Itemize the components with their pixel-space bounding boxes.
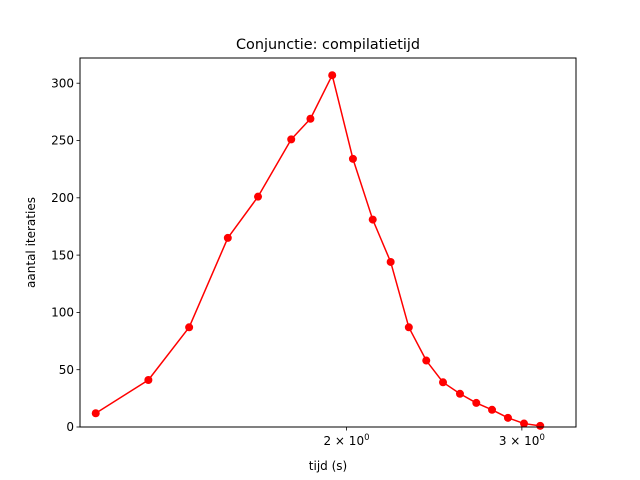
data-point xyxy=(144,376,153,385)
data-point xyxy=(503,413,512,422)
data-point xyxy=(287,135,296,144)
y-tick-label: 200 xyxy=(51,191,74,205)
data-point xyxy=(439,378,448,387)
data-point xyxy=(348,154,357,163)
data-point xyxy=(368,215,377,224)
y-tick-label: 50 xyxy=(59,363,74,377)
data-point xyxy=(455,389,464,398)
data-point xyxy=(422,356,431,365)
data-point xyxy=(472,398,481,407)
data-point xyxy=(386,257,395,266)
x-axis-label: tijd (s) xyxy=(309,459,347,473)
data-point xyxy=(254,192,263,201)
y-tick-label: 250 xyxy=(51,134,74,148)
y-tick-label: 300 xyxy=(51,76,74,90)
data-point xyxy=(223,233,232,242)
data-point xyxy=(328,71,337,80)
data-point xyxy=(488,405,497,414)
plot-area: 0 50 100 150 200 250 300 2 × 100 3 × 100 xyxy=(51,71,545,448)
data-point xyxy=(306,114,315,123)
y-tick-label: 150 xyxy=(51,248,74,262)
y-tick-label: 100 xyxy=(51,306,74,320)
y-axis-label: aantal iteraties xyxy=(24,197,38,288)
x-tick-label: 3 × 100 xyxy=(499,433,545,448)
x-tick-label: 2 × 100 xyxy=(323,433,369,448)
axes-frame xyxy=(79,57,577,428)
data-point xyxy=(185,323,194,332)
data-point xyxy=(91,409,100,418)
y-tick-label: 0 xyxy=(66,420,74,434)
data-point xyxy=(404,323,413,332)
data-point xyxy=(520,419,529,428)
chart-title: Conjunctie: compilatietijd xyxy=(236,37,420,53)
data-point xyxy=(536,421,545,430)
